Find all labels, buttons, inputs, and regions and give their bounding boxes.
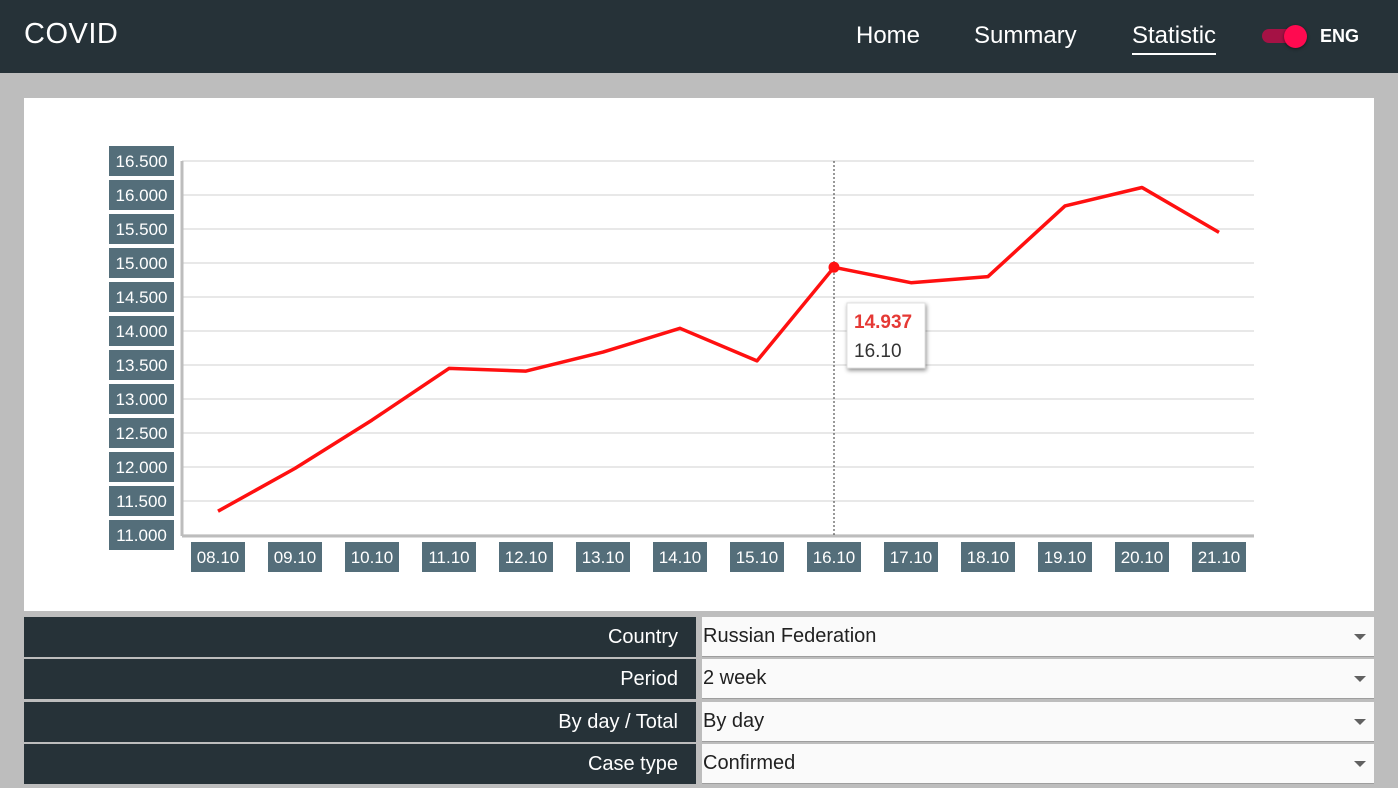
line-chart: 11.000 11.500 12.000 12.500 13.000 13.500 14.0… (24, 98, 1374, 611)
aggregation-select[interactable]: By day (702, 702, 1374, 742)
filter-row-period: Period 2 week (24, 659, 1374, 699)
x-tick-label: 12.10 (505, 548, 548, 567)
period-select[interactable]: 2 week (702, 659, 1374, 699)
x-tick-label: 15.10 (736, 548, 779, 567)
x-tick-label: 19.10 (1044, 548, 1087, 567)
y-tick-label: 14.000 (116, 322, 168, 341)
x-tick-label: 20.10 (1121, 548, 1164, 567)
filter-row-aggregation: By day / Total By day (24, 702, 1374, 742)
country-label: Country (24, 617, 696, 657)
app-title: COVID (24, 18, 118, 51)
y-tick-label: 12.500 (116, 424, 168, 443)
nav-home-link[interactable]: Home (856, 22, 920, 50)
nav-summary-link[interactable]: Summary (974, 22, 1077, 50)
y-tick-label: 13.000 (116, 390, 168, 409)
y-tick-label: 13.500 (116, 356, 168, 375)
chevron-down-icon (1354, 761, 1366, 767)
aggregation-label: By day / Total (24, 702, 696, 742)
y-tick-label: 11.500 (116, 492, 167, 511)
y-tick-label: 16.000 (116, 186, 168, 205)
x-tick-label: 08.10 (197, 548, 240, 567)
x-tick-label: 14.10 (659, 548, 702, 567)
x-tick-label: 10.10 (351, 548, 394, 567)
x-tick-label: 17.10 (890, 548, 933, 567)
nav-statistic-link[interactable]: Statistic (1132, 22, 1216, 55)
x-tick-label: 09.10 (274, 548, 317, 567)
y-tick-label: 14.500 (116, 288, 168, 307)
chevron-down-icon (1354, 676, 1366, 682)
series-line (218, 188, 1219, 512)
period-label: Period (24, 659, 696, 699)
language-toggle-switch[interactable] (1262, 25, 1310, 47)
language-label: ENG (1320, 26, 1359, 47)
chevron-down-icon (1354, 719, 1366, 725)
filter-row-country: Country Russian Federation (24, 617, 1374, 657)
y-tick-label: 15.000 (116, 254, 168, 273)
case-type-select[interactable]: Confirmed (702, 744, 1374, 784)
chart-card: 11.000 11.500 12.000 12.500 13.000 13.500 14.0… (24, 98, 1374, 611)
toggle-knob (1284, 25, 1307, 48)
country-select-value: Russian Federation (703, 625, 876, 648)
x-tick-label: 13.10 (582, 548, 625, 567)
y-tick-label: 16.500 (116, 152, 168, 171)
period-select-value: 2 week (703, 667, 766, 690)
case-type-select-value: Confirmed (703, 752, 795, 775)
filter-row-case-type: Case type Confirmed (24, 744, 1374, 784)
case-type-label: Case type (24, 744, 696, 784)
y-tick-label: 12.000 (116, 458, 168, 477)
country-select[interactable]: Russian Federation (702, 617, 1374, 657)
x-tick-label: 11.10 (428, 548, 469, 567)
x-tick-label: 16.10 (813, 548, 856, 567)
top-app-bar: COVID Home Summary Statistic ENG (0, 0, 1398, 73)
chevron-down-icon (1354, 634, 1366, 640)
hovered-point (829, 262, 840, 273)
y-tick-label: 15.500 (116, 220, 168, 239)
x-tick-label: 21.10 (1198, 548, 1241, 567)
y-tick-label: 11.000 (116, 526, 167, 545)
tooltip-date: 16.10 (854, 341, 902, 362)
x-tick-label: 18.10 (967, 548, 1010, 567)
tooltip-value: 14.937 (854, 312, 912, 333)
aggregation-select-value: By day (703, 710, 764, 733)
